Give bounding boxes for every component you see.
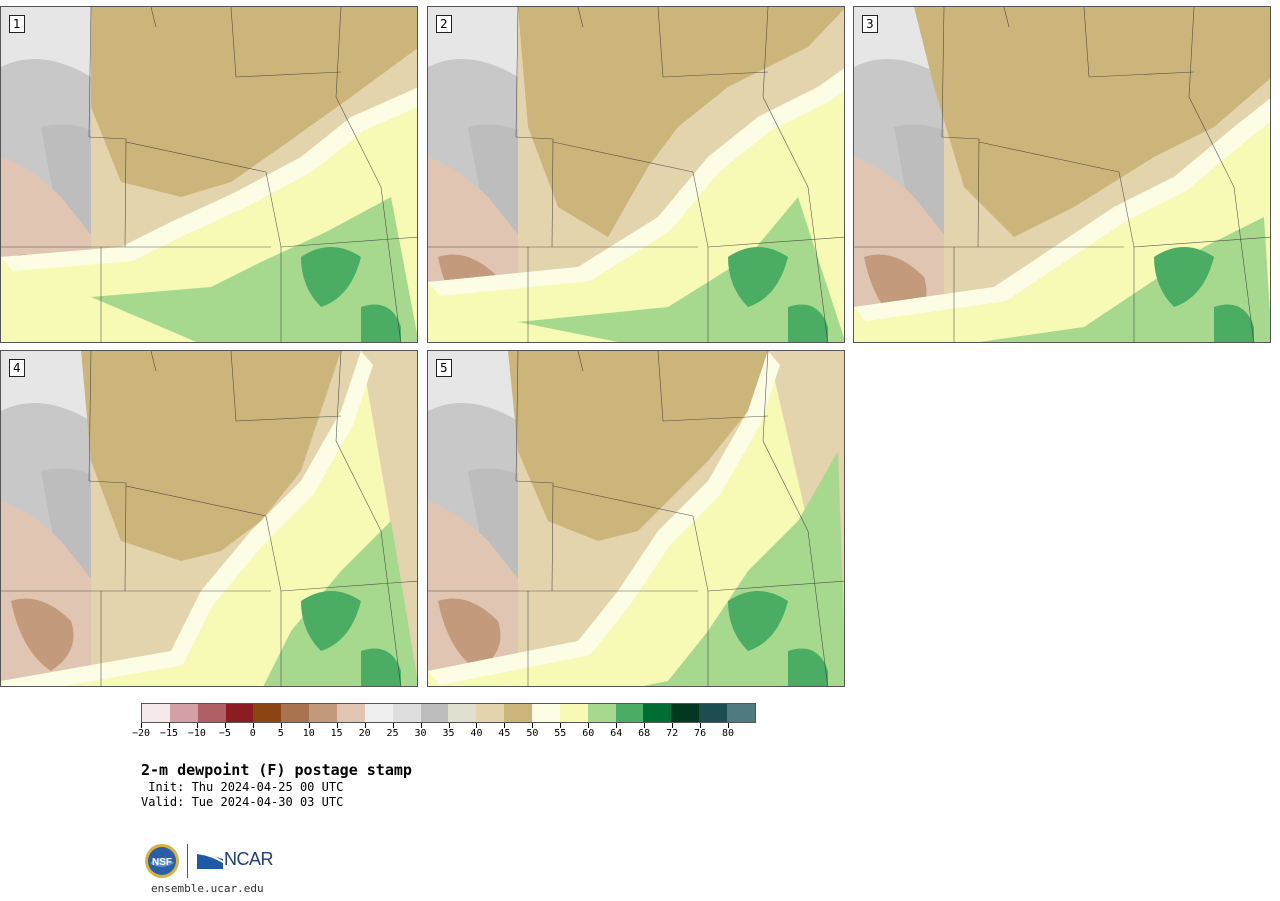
colorbar-tick	[420, 723, 422, 728]
colorbar-tick-label: 64	[610, 728, 623, 739]
colorbar-tick	[392, 723, 394, 728]
dewpoint-map	[428, 7, 844, 342]
colorbar-tick	[476, 723, 478, 728]
map-panel-5: 5	[427, 350, 845, 687]
colorbar-tick	[141, 723, 142, 728]
colorbar-swatch	[169, 704, 198, 722]
colorbar-tick-label: 72	[666, 728, 679, 739]
ncar-logo: NCAR	[197, 848, 274, 870]
colorbar-tick-label: 50	[526, 728, 539, 739]
colorbar-swatch	[448, 704, 477, 722]
colorbar-swatch	[337, 704, 365, 722]
map-panel-4: 4	[0, 350, 418, 687]
colorbar-tick-label: −5	[218, 728, 231, 739]
colorbar-tick-label: −15	[159, 728, 178, 739]
colorbar-tick	[364, 723, 366, 728]
colorbar-swatch	[671, 704, 700, 722]
colorbar-tick	[252, 723, 254, 728]
colorbar-tick	[532, 723, 534, 728]
colorbar-tick-label: 10	[302, 728, 315, 739]
colorbar-tick	[280, 723, 282, 728]
colorbar-swatch	[253, 704, 282, 722]
colorbar-tick-label: 35	[442, 728, 455, 739]
colorbar-tick	[616, 723, 618, 728]
colorbar-tick	[560, 723, 562, 728]
colorbar-swatch	[699, 704, 728, 722]
colorbar-tick	[308, 723, 310, 728]
colorbar-swatch	[504, 704, 533, 722]
colorbar-swatch	[727, 704, 755, 722]
colorbar-swatch	[309, 704, 338, 722]
nsf-logo: NSF	[144, 843, 180, 879]
panel-number-label: 1	[9, 15, 25, 33]
colorbar-tick	[672, 723, 674, 728]
ncar-logo-mark	[197, 851, 223, 869]
colorbar-tick-label: 45	[498, 728, 511, 739]
colorbar-tick-label: 76	[694, 728, 707, 739]
colorbar-tick	[504, 723, 506, 728]
valid-time: Valid: Tue 2024-04-30 03 UTC	[141, 795, 344, 809]
colorbar-tick	[224, 723, 226, 728]
colorbar-tick-label: 40	[470, 728, 483, 739]
panel-number-label: 2	[436, 15, 452, 33]
colorbar-tick-label: 5	[277, 728, 284, 739]
colorbar-swatch	[643, 704, 672, 722]
nsf-logo-text: NSF	[152, 857, 172, 868]
colorbar-swatch	[559, 704, 588, 722]
dewpoint-map	[854, 7, 1270, 342]
dewpoint-map	[428, 351, 844, 686]
map-panel-1: 1	[0, 6, 418, 343]
init-time: Init: Thu 2024-04-25 00 UTC	[141, 780, 344, 794]
colorbar-tick-label: 30	[414, 728, 427, 739]
website-url: ensemble.ucar.edu	[151, 882, 264, 895]
colorbar-swatch	[225, 704, 254, 722]
colorbar-tick	[196, 723, 198, 728]
colorbar-swatch	[281, 704, 310, 722]
colorbar-swatch	[476, 704, 505, 722]
logo-divider	[187, 844, 188, 878]
colorbar-tick-labels: −20 −15 −10 −5 0 5 10 15 20 25 30 35 40 45 50 55 60 64 68 7…	[132, 723, 756, 743]
map-panel-3: 3	[853, 6, 1271, 343]
colorbar-tick-label: 60	[582, 728, 595, 739]
colorbar-swatch	[615, 704, 644, 722]
panel-number-label: 3	[862, 15, 878, 33]
colorbar-tick	[448, 723, 450, 728]
colorbar-tick-label: −10	[187, 728, 206, 739]
colorbar-tick-label: 68	[638, 728, 651, 739]
dewpoint-colorbar	[141, 703, 756, 723]
colorbar-tick	[700, 723, 702, 728]
colorbar-swatch	[532, 704, 560, 722]
colorbar-tick-label: 25	[386, 728, 399, 739]
colorbar-tick-label: 15	[330, 728, 343, 739]
colorbar-tick-label: 55	[554, 728, 567, 739]
colorbar-swatch	[197, 704, 226, 722]
map-panel-2: 2	[427, 6, 845, 343]
panel-number-label: 4	[9, 359, 25, 377]
chart-title: 2-m dewpoint (F) postage stamp	[141, 761, 412, 779]
dewpoint-map	[1, 351, 417, 686]
colorbar-swatch	[364, 704, 393, 722]
colorbar-tick-label: 0	[249, 728, 256, 739]
colorbar-tick	[588, 723, 590, 728]
colorbar-swatch	[587, 704, 616, 722]
panel-number-label: 5	[436, 359, 452, 377]
colorbar-swatch	[392, 704, 421, 722]
colorbar-tick	[168, 723, 170, 728]
colorbar-tick	[644, 723, 646, 728]
colorbar-tick	[728, 723, 730, 728]
colorbar-tick-label: −20	[131, 728, 151, 739]
colorbar-tick-label: 20	[358, 728, 371, 739]
ncar-logo-text: NCAR	[224, 848, 274, 869]
colorbar-swatch	[142, 704, 170, 722]
colorbar-swatch	[420, 704, 449, 722]
colorbar-tick	[336, 723, 338, 728]
dewpoint-map	[1, 7, 417, 342]
colorbar-tick-label: 80	[722, 728, 735, 739]
